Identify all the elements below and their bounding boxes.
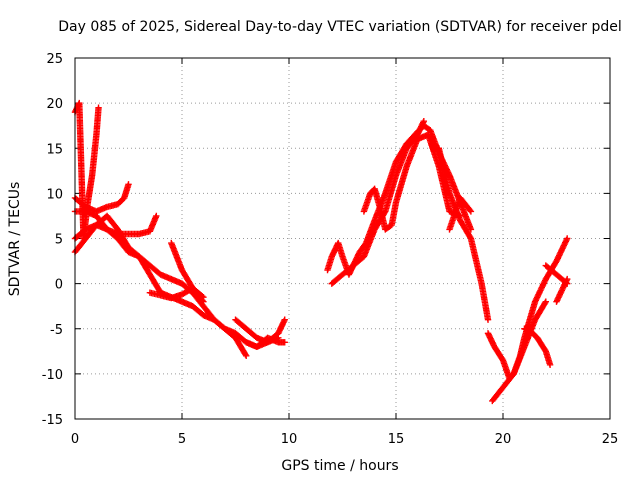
x-axis-title: GPS time / hours xyxy=(281,458,398,474)
grid-layer xyxy=(75,58,610,419)
y-tick-label: 0 xyxy=(55,278,63,293)
data-point xyxy=(95,104,102,111)
data-point xyxy=(243,352,250,360)
data-point xyxy=(200,293,207,301)
data-points-layer xyxy=(71,99,571,405)
data-point xyxy=(281,316,288,323)
data-point xyxy=(466,234,474,241)
series-track-3 xyxy=(71,208,250,360)
y-tick-label: -15 xyxy=(42,413,63,428)
data-point xyxy=(484,316,492,323)
chart-title: Day 085 of 2025, Sidereal Day-to-day VTE… xyxy=(58,19,622,35)
data-point xyxy=(542,298,549,305)
tick-layer: 0 5 10 15 20 25 25 20 15 10 5 0 -5 -10 -15 xyxy=(42,52,619,447)
data-point xyxy=(466,206,474,214)
plot-frame xyxy=(74,57,611,420)
data-point xyxy=(125,181,132,188)
y-tick-label: 20 xyxy=(46,97,63,112)
y-tick-label: 10 xyxy=(46,187,63,202)
y-tick-label: -5 xyxy=(50,323,63,338)
y-tick-label: 25 xyxy=(46,52,63,67)
series-track-7 xyxy=(146,284,207,302)
x-tick-label: 5 xyxy=(178,432,186,447)
data-point xyxy=(420,117,428,125)
x-tick-label: 20 xyxy=(495,432,512,447)
data-point xyxy=(564,275,571,283)
series-track-15 xyxy=(484,235,571,382)
data-point xyxy=(281,339,288,346)
data-point xyxy=(153,212,160,220)
y-tick-label: 15 xyxy=(46,142,63,157)
data-point xyxy=(199,292,206,300)
x-tick-label: 0 xyxy=(71,432,79,447)
data-point xyxy=(467,208,475,215)
data-point xyxy=(546,361,554,369)
y-axis-title: SDTVAR / TECUs xyxy=(7,182,23,297)
series-track-13 xyxy=(435,145,492,323)
y-tick-label: -10 xyxy=(42,368,63,383)
data-point xyxy=(242,351,249,358)
series-track-19 xyxy=(553,275,571,305)
series-track-14 xyxy=(446,194,475,233)
data-point xyxy=(564,235,571,242)
x-tick-label: 25 xyxy=(602,432,619,447)
x-tick-label: 10 xyxy=(281,432,298,447)
data-point xyxy=(541,299,549,307)
series-track-9 xyxy=(243,334,288,350)
series-track-16 xyxy=(489,298,549,405)
x-tick-label: 15 xyxy=(388,432,405,447)
data-point xyxy=(467,226,475,233)
series-track-17 xyxy=(521,325,554,369)
series-track-2 xyxy=(71,181,132,215)
y-tick-label: 5 xyxy=(55,233,63,248)
